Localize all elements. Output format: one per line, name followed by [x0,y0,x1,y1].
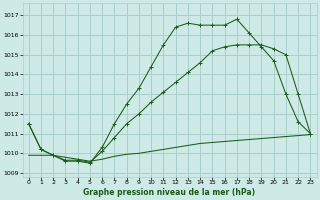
X-axis label: Graphe pression niveau de la mer (hPa): Graphe pression niveau de la mer (hPa) [84,188,256,197]
